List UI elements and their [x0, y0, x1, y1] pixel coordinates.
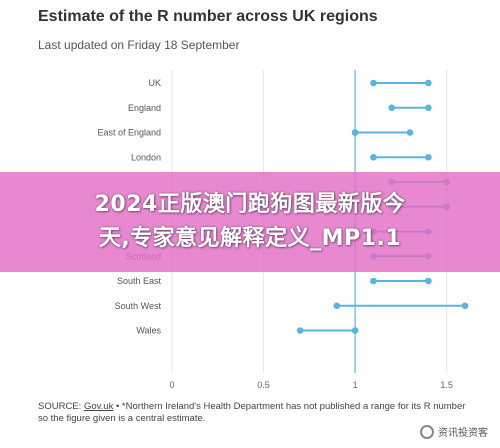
- range-high-point: [425, 153, 432, 161]
- range-high-point: [425, 104, 432, 112]
- x-tick-labels: 0 0.5 1 1.5: [169, 380, 452, 390]
- x-tick-label: 0: [169, 380, 174, 390]
- category-label: UK: [148, 78, 161, 88]
- promo-overlay-banner[interactable]: 2024正版澳门跑狗图最新版今 天,专家意见解释定义_MP1.1: [0, 172, 500, 272]
- range-high-point: [351, 327, 359, 334]
- x-tick-label: 0.5: [257, 380, 270, 390]
- range-low-point: [370, 153, 377, 161]
- watermark-logo-icon: [420, 424, 434, 439]
- source-note: SOURCE: Gov.uk • *Northern Ireland's Hea…: [38, 401, 478, 425]
- range-high-point: [425, 79, 432, 87]
- source-link[interactable]: Gov.uk: [83, 401, 114, 412]
- range-low-point: [370, 277, 377, 285]
- category-label: South East: [117, 276, 162, 286]
- category-label: England: [128, 103, 161, 113]
- range-high-point: [425, 277, 432, 285]
- range-low-point: [351, 129, 359, 136]
- range-low-point: [296, 327, 304, 334]
- watermark-text: 资讯投资客: [438, 428, 488, 439]
- overlay-text-line-1: 2024正版澳门跑狗图最新版今: [94, 192, 406, 217]
- chart-subtitle: Last updated on Friday 18 September: [38, 38, 240, 52]
- category-label: East of England: [97, 128, 161, 138]
- range-low-point: [370, 79, 377, 87]
- category-label: South West: [115, 301, 162, 311]
- x-tick-label: 1.5: [440, 380, 453, 390]
- source-rest: • *Northern Ireland's Health Department …: [38, 401, 466, 424]
- chart-title: Estimate of the R number across UK regio…: [38, 8, 378, 25]
- range-high-point: [461, 302, 469, 310]
- range-low-point: [333, 302, 341, 310]
- overlay-text-line-2: 天,专家意见解释定义_MP1.1: [98, 226, 402, 251]
- category-label: London: [131, 152, 161, 162]
- x-tick-label: 1: [353, 380, 358, 390]
- source-lead: SOURCE:: [38, 401, 84, 412]
- range-low-point: [388, 104, 396, 112]
- category-label: Wales: [136, 326, 161, 336]
- watermark: 资讯投资客: [416, 423, 492, 440]
- range-high-point: [406, 129, 414, 136]
